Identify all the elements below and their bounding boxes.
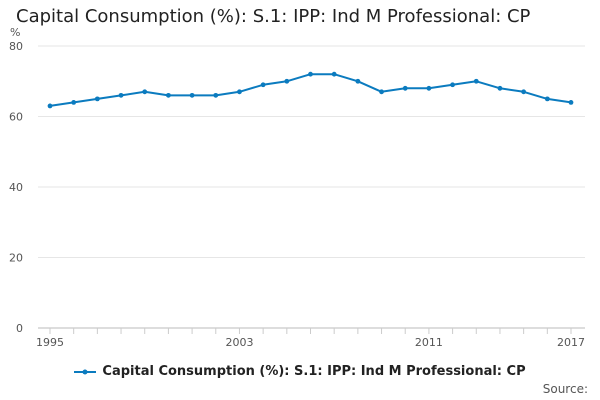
x-tick-label: 2003 bbox=[225, 336, 253, 349]
data-point bbox=[166, 92, 171, 98]
y-axis-unit-label: % bbox=[10, 26, 21, 39]
x-tick-label: 2011 bbox=[415, 336, 443, 349]
data-point bbox=[47, 103, 53, 109]
data-point bbox=[94, 96, 100, 102]
data-point bbox=[521, 89, 527, 95]
series-line bbox=[49, 73, 572, 107]
data-point bbox=[355, 78, 361, 84]
data-point bbox=[71, 100, 77, 105]
x-tick-label: 2017 bbox=[557, 336, 585, 349]
data-point bbox=[426, 85, 432, 91]
data-point bbox=[402, 85, 408, 91]
y-tick-label: 40 bbox=[9, 181, 23, 194]
data-point bbox=[260, 82, 266, 88]
legend-line-marker-icon bbox=[74, 369, 97, 374]
data-point bbox=[237, 89, 242, 95]
data-point bbox=[118, 92, 124, 98]
data-point bbox=[568, 100, 574, 105]
data-point bbox=[284, 78, 290, 84]
chart-title: Capital Consumption (%): S.1: IPP: Ind M… bbox=[16, 6, 531, 27]
y-tick-label: 0 bbox=[16, 322, 23, 335]
y-tick-label: 60 bbox=[9, 111, 23, 124]
data-point bbox=[544, 96, 550, 102]
chart-legend[interactable]: Capital Consumption (%): S.1: IPP: Ind M… bbox=[0, 364, 600, 379]
data-point bbox=[142, 89, 148, 95]
data-point bbox=[473, 78, 479, 84]
data-point bbox=[213, 92, 219, 98]
data-point bbox=[450, 82, 455, 88]
x-tick-label: 1995 bbox=[36, 336, 64, 349]
data-point bbox=[331, 71, 337, 77]
y-tick-label: 80 bbox=[9, 40, 23, 53]
data-point bbox=[379, 89, 384, 95]
legend-label: Capital Consumption (%): S.1: IPP: Ind M… bbox=[102, 364, 526, 379]
data-point bbox=[189, 92, 195, 98]
data-point bbox=[497, 85, 503, 91]
source-label: Source: bbox=[542, 382, 588, 396]
data-point bbox=[308, 71, 313, 77]
y-tick-label: 20 bbox=[9, 252, 23, 265]
